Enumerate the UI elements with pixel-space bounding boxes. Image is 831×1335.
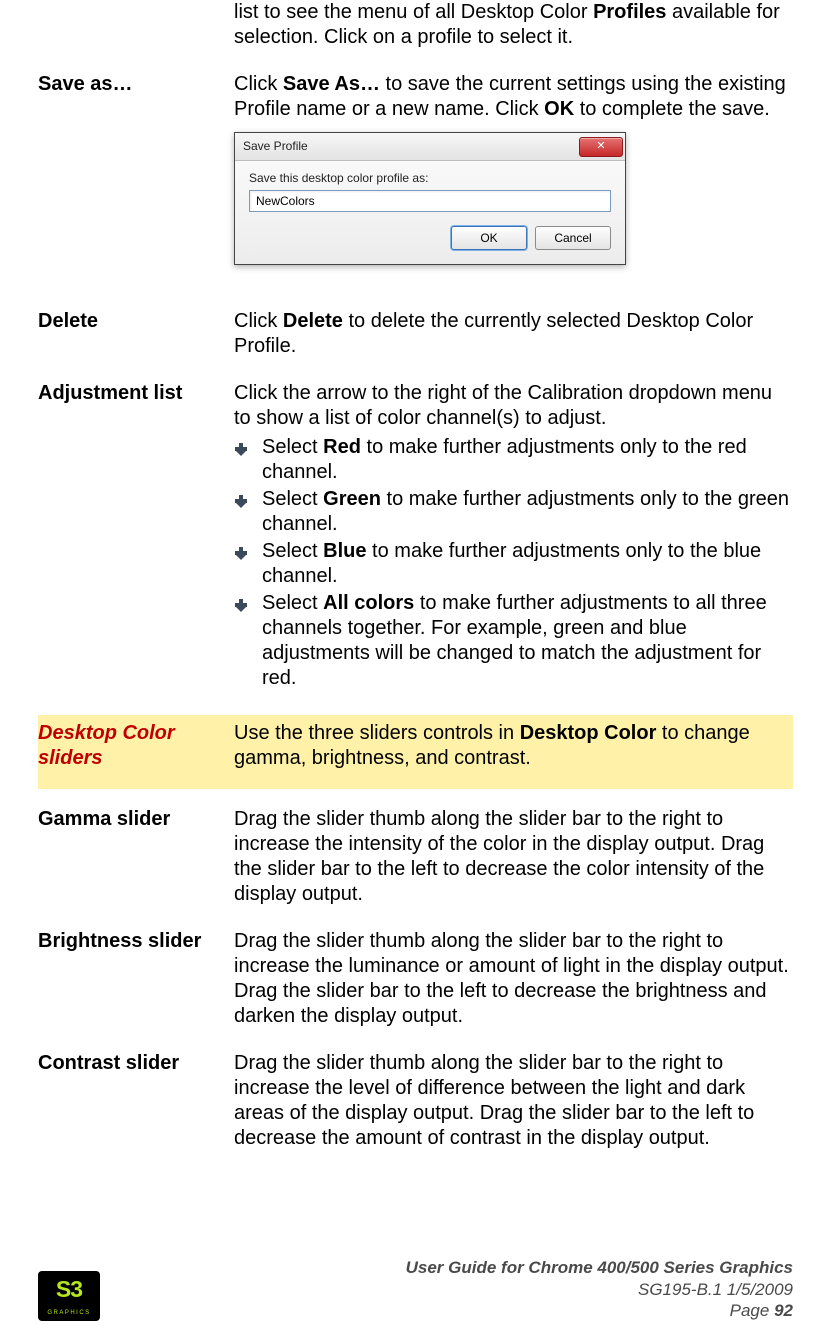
plus-arrow-icon	[234, 487, 262, 537]
save-profile-dialog: Save Profile ✕ Save this desktop color p…	[234, 132, 626, 265]
cancel-button[interactable]: Cancel	[535, 226, 611, 250]
logo-sub: GRAPHICS	[38, 1310, 100, 1316]
delete-desc: Click Delete to delete the currently sel…	[234, 309, 793, 359]
dialog-titlebar: Save Profile ✕	[235, 133, 625, 161]
desktop-color-sliders-header: Desktop Color sliders Use the three slid…	[38, 715, 793, 789]
plus-arrow-icon	[234, 539, 262, 589]
bullet-item: Select All colors to make further adjust…	[234, 591, 793, 691]
adjustment-bullets: Select Red to make further adjustments o…	[234, 435, 793, 691]
logo-main: S3	[38, 1276, 100, 1303]
delete-label: Delete	[38, 309, 234, 359]
plus-arrow-icon	[234, 591, 262, 691]
sliders-header-desc: Use the three sliders controls in Deskto…	[234, 721, 793, 771]
s3-logo: S3 GRAPHICS	[38, 1271, 100, 1321]
page-footer: S3 GRAPHICS User Guide for Chrome 400/50…	[0, 1257, 831, 1321]
dialog-field-label: Save this desktop color profile as:	[249, 171, 611, 186]
ok-button[interactable]: OK	[451, 226, 527, 250]
intro-text: list to see the menu of all Desktop Colo…	[234, 0, 793, 50]
adjustment-list-label: Adjustment list	[38, 381, 234, 693]
intro-bold: Profiles	[593, 1, 666, 23]
bullet-text: Select Green to make further adjustments…	[262, 487, 793, 537]
footer-line1: User Guide for Chrome 400/500 Series Gra…	[114, 1257, 793, 1278]
bullet-item: Select Green to make further adjustments…	[234, 487, 793, 537]
footer-page: Page 92	[114, 1300, 793, 1321]
brightness-label: Brightness slider	[38, 929, 234, 1029]
intro-before: list to see the menu of all Desktop Colo…	[234, 1, 593, 23]
save-as-label: Save as…	[38, 72, 234, 122]
bullet-text: Select All colors to make further adjust…	[262, 591, 793, 691]
profile-name-input[interactable]	[249, 190, 611, 212]
close-icon[interactable]: ✕	[579, 137, 623, 157]
save-as-desc: Click Save As… to save the current setti…	[234, 72, 793, 122]
empty-label	[38, 0, 234, 50]
gamma-label: Gamma slider	[38, 807, 234, 907]
bullet-item: Select Blue to make further adjustments …	[234, 539, 793, 589]
bullet-item: Select Red to make further adjustments o…	[234, 435, 793, 485]
footer-line2: SG195-B.1 1/5/2009	[114, 1279, 793, 1300]
sliders-header-label: Desktop Color sliders	[38, 721, 234, 771]
contrast-desc: Drag the slider thumb along the slider b…	[234, 1051, 793, 1151]
bullet-text: Select Blue to make further adjustments …	[262, 539, 793, 589]
contrast-label: Contrast slider	[38, 1051, 234, 1151]
gamma-desc: Drag the slider thumb along the slider b…	[234, 807, 793, 907]
bullet-text: Select Red to make further adjustments o…	[262, 435, 793, 485]
dialog-title: Save Profile	[243, 139, 308, 154]
adjustment-intro: Click the arrow to the right of the Cali…	[234, 381, 793, 431]
brightness-desc: Drag the slider thumb along the slider b…	[234, 929, 793, 1029]
plus-arrow-icon	[234, 435, 262, 485]
